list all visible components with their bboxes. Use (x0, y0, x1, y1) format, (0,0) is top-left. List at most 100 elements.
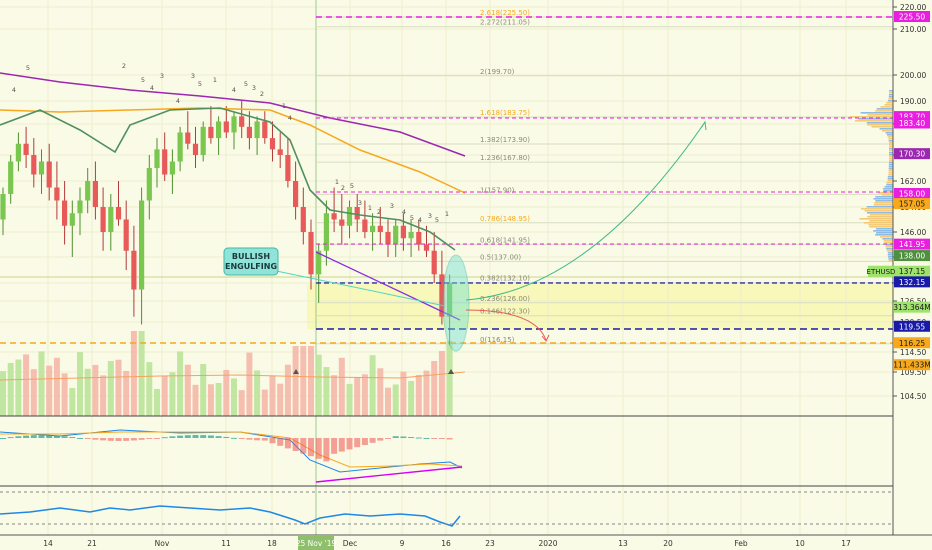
macd-hist-41 (315, 438, 322, 459)
date-tick-5: Dec (343, 539, 358, 548)
wave-label-2: 2 (122, 62, 126, 70)
candle-body-12 (92, 181, 98, 207)
date-tick-11: 20 (663, 539, 673, 548)
bullish-projection (465, 121, 706, 301)
profile-bar (864, 210, 893, 212)
profile-bar (888, 146, 893, 148)
profile-bar (887, 176, 893, 178)
candle-body-15 (115, 207, 122, 220)
macd-hist-17 (130, 438, 137, 441)
date-tick-14: 17 (841, 539, 851, 548)
macd-hist-11 (84, 438, 91, 439)
macd-hist-57 (438, 438, 445, 439)
profile-bar (888, 148, 893, 150)
volume-bar-5 (38, 351, 45, 416)
profile-bar (860, 112, 893, 114)
date-tick-10: 13 (618, 539, 628, 548)
wave-label-10: 4 (232, 86, 236, 94)
candle-body-1 (8, 161, 14, 194)
volume-bar-20 (154, 388, 160, 416)
candle-body-56 (431, 250, 437, 275)
profile-bar (874, 202, 893, 204)
macd-hist-31 (238, 438, 245, 439)
candle-body-10 (77, 200, 83, 214)
macd-hist-56 (431, 438, 438, 439)
wave-label-13: 2 (260, 90, 264, 98)
price-badge-0: 225.50 (899, 13, 925, 22)
profile-bar (873, 230, 893, 232)
volume-bar-27 (207, 384, 214, 416)
volume-bar-13 (100, 375, 107, 416)
volume-bar-48 (369, 355, 376, 416)
profile-bar (883, 190, 893, 192)
fib-label-7: 0.786(148.95) (480, 215, 530, 223)
volume-bar-35 (269, 375, 276, 416)
date-cursor-bg (298, 536, 334, 550)
profile-bar (869, 214, 893, 216)
candle-body-24 (185, 132, 191, 144)
price-tick-11: 126.50 (900, 297, 926, 306)
wave-label-7: 3 (191, 72, 195, 80)
profile-bar (887, 254, 893, 256)
symbol-badge-bg (868, 265, 894, 277)
macd-hist-42 (323, 438, 330, 462)
wave-label-25: 4 (418, 216, 422, 224)
candle-body-50 (385, 232, 391, 245)
macd-hist-6 (46, 435, 53, 438)
volume-bar-2 (15, 359, 22, 416)
wave-label-9: 1 (213, 76, 217, 84)
profile-bar (882, 130, 893, 132)
candle-body-21 (162, 149, 168, 175)
price-badge-10: 313.364M (893, 303, 931, 312)
volume-bar-1 (7, 362, 14, 416)
candle-body-30 (231, 116, 237, 133)
volume-bar-12 (92, 364, 99, 416)
volume-bar-3 (23, 354, 30, 416)
profile-bar (876, 228, 893, 230)
volume-bar-43 (331, 375, 338, 416)
volume-bar-22 (169, 372, 176, 416)
volume-bar-41 (315, 354, 322, 416)
candle-body-29 (223, 121, 229, 133)
price-badge-4: 158.00 (899, 190, 925, 199)
candle-body-5 (38, 161, 45, 175)
candle-body-13 (100, 207, 106, 232)
date-tick-3: 11 (221, 539, 231, 548)
volume-bar-23 (177, 351, 184, 416)
wave-label-28: 1 (445, 210, 449, 218)
time-axis[interactable]: 14 21 Nov 11 18 Dec 9 16 23 2020 13 20 Feb 10 17 25 Nov… (43, 536, 851, 550)
profile-bar (869, 220, 893, 222)
profile-bar (858, 118, 893, 120)
candle-body-17 (131, 250, 137, 290)
price-badge-11: 119.55 (899, 322, 925, 331)
profile-bar (863, 222, 893, 224)
price-tick-15: 104.50 (900, 392, 926, 401)
macd-hist-53 (408, 437, 415, 438)
macd-hist-37 (284, 438, 291, 449)
candle-body-41 (316, 250, 322, 275)
profile-bar (888, 256, 893, 258)
date-tick-9: 2020 (538, 539, 557, 548)
profile-bar (888, 150, 893, 152)
volume-bars (0, 331, 453, 416)
volume-bar-24 (184, 364, 191, 416)
fib-label-1: 2.272(211.05) (480, 19, 530, 27)
price-badge-bg-7 (894, 250, 930, 262)
profile-bar (888, 138, 893, 140)
profile-bar (888, 166, 893, 168)
profile-bar (888, 174, 893, 176)
profile-bar (888, 164, 893, 166)
profile-bar (880, 236, 893, 238)
macd-hist-23 (177, 435, 184, 438)
macd-hist-46 (354, 438, 361, 448)
profile-bar (876, 232, 893, 234)
candle-body-27 (208, 126, 214, 139)
macd-hist-55 (423, 438, 430, 439)
volume-bar-8 (61, 373, 68, 416)
macd-hist-24 (184, 435, 191, 438)
wave-label-1: 4 (12, 86, 16, 94)
candle-body-39 (300, 207, 306, 232)
volume-bar-42 (323, 367, 330, 416)
falling-trendline (315, 251, 461, 321)
